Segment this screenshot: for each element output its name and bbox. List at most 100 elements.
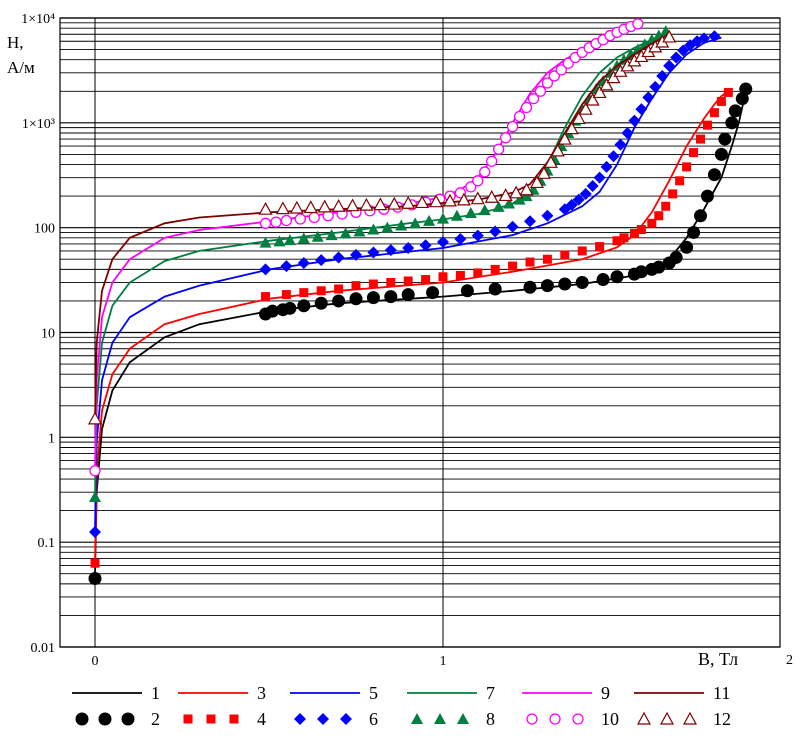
data-point: [75, 712, 89, 726]
data-point: [572, 193, 585, 206]
data-point: [297, 299, 311, 313]
data-point: [280, 214, 293, 227]
series-6: [89, 30, 721, 539]
data-point: [367, 246, 380, 259]
data-point: [647, 218, 657, 228]
data-point: [592, 85, 607, 99]
data-point: [585, 92, 600, 106]
data-point: [662, 29, 677, 43]
legend-item: 10: [526, 709, 619, 729]
data-point: [680, 240, 694, 254]
data-point: [708, 30, 721, 43]
data-point: [707, 168, 721, 182]
x-axis-label: B, Тл: [698, 649, 738, 669]
data-point: [520, 190, 533, 202]
data-point: [471, 229, 484, 242]
data-point: [289, 200, 304, 214]
data-point: [586, 179, 599, 192]
data-point: [259, 263, 272, 276]
series-line: [94, 30, 670, 496]
legend-label: 11: [713, 683, 730, 703]
data-point: [700, 189, 714, 203]
data-point: [668, 189, 678, 199]
data-point: [718, 132, 732, 146]
data-point: [550, 143, 565, 157]
data-point: [297, 257, 310, 270]
data-point: [702, 120, 712, 130]
y-tick-label: 1×10⁴: [21, 12, 55, 27]
data-point: [525, 257, 535, 267]
data-point: [472, 175, 484, 187]
data-point: [649, 80, 662, 93]
data-point: [725, 116, 739, 130]
data-point: [534, 85, 547, 97]
data-point: [332, 251, 345, 264]
series-4: [90, 87, 733, 568]
data-point: [464, 207, 477, 219]
legend-label: 2: [151, 709, 160, 729]
data-point: [636, 711, 652, 725]
data-point: [280, 260, 293, 273]
data-point: [709, 108, 719, 118]
legend-label: 12: [713, 709, 731, 729]
series-line: [94, 27, 635, 469]
data-point: [465, 181, 477, 193]
data-point: [555, 64, 567, 76]
data-point: [350, 248, 362, 261]
data-point: [600, 160, 613, 173]
legend-item: 8: [411, 709, 495, 729]
series-7: [94, 30, 670, 496]
data-point: [89, 465, 101, 477]
data-point: [486, 155, 498, 167]
data-point: [527, 93, 540, 105]
data-point: [415, 195, 430, 209]
data-point: [395, 219, 408, 231]
data-point: [89, 490, 101, 502]
data-point: [694, 209, 708, 223]
series-1: [94, 91, 747, 574]
data-point: [578, 101, 593, 115]
data-point: [642, 91, 655, 104]
data-point: [206, 714, 216, 724]
data-point: [353, 225, 366, 237]
data-point: [698, 32, 710, 45]
data-point: [402, 241, 415, 254]
data-point: [629, 228, 639, 238]
data-point: [669, 250, 683, 264]
data-point: [261, 292, 271, 302]
data-point: [606, 70, 621, 84]
data-point: [506, 120, 519, 133]
legend-item: 11: [634, 683, 730, 703]
data-point: [696, 134, 706, 144]
data-point: [714, 147, 728, 161]
data-point: [316, 286, 326, 296]
data-point: [455, 270, 465, 280]
data-point: [426, 286, 440, 300]
data-point: [564, 121, 579, 135]
legend-item: 7: [407, 683, 495, 703]
data-point: [303, 200, 318, 214]
data-point: [536, 166, 551, 179]
data-point: [565, 198, 578, 211]
legend-label: 7: [486, 683, 495, 703]
data-point: [656, 69, 669, 82]
data-point: [366, 291, 380, 305]
data-point: [273, 235, 286, 247]
data-point: [659, 711, 675, 725]
data-point: [723, 87, 733, 97]
legend-item: 3: [178, 683, 266, 703]
series-11: [94, 33, 670, 419]
data-point: [373, 197, 388, 211]
data-point: [506, 220, 519, 233]
data-point: [387, 196, 402, 210]
data-point: [438, 272, 448, 282]
data-point: [607, 150, 620, 163]
data-point: [614, 138, 627, 151]
data-point: [579, 187, 592, 200]
data-point: [739, 82, 753, 96]
data-point: [421, 275, 431, 285]
legend-label: 9: [601, 683, 610, 703]
data-point: [543, 155, 558, 168]
legend-label: 6: [369, 709, 378, 729]
